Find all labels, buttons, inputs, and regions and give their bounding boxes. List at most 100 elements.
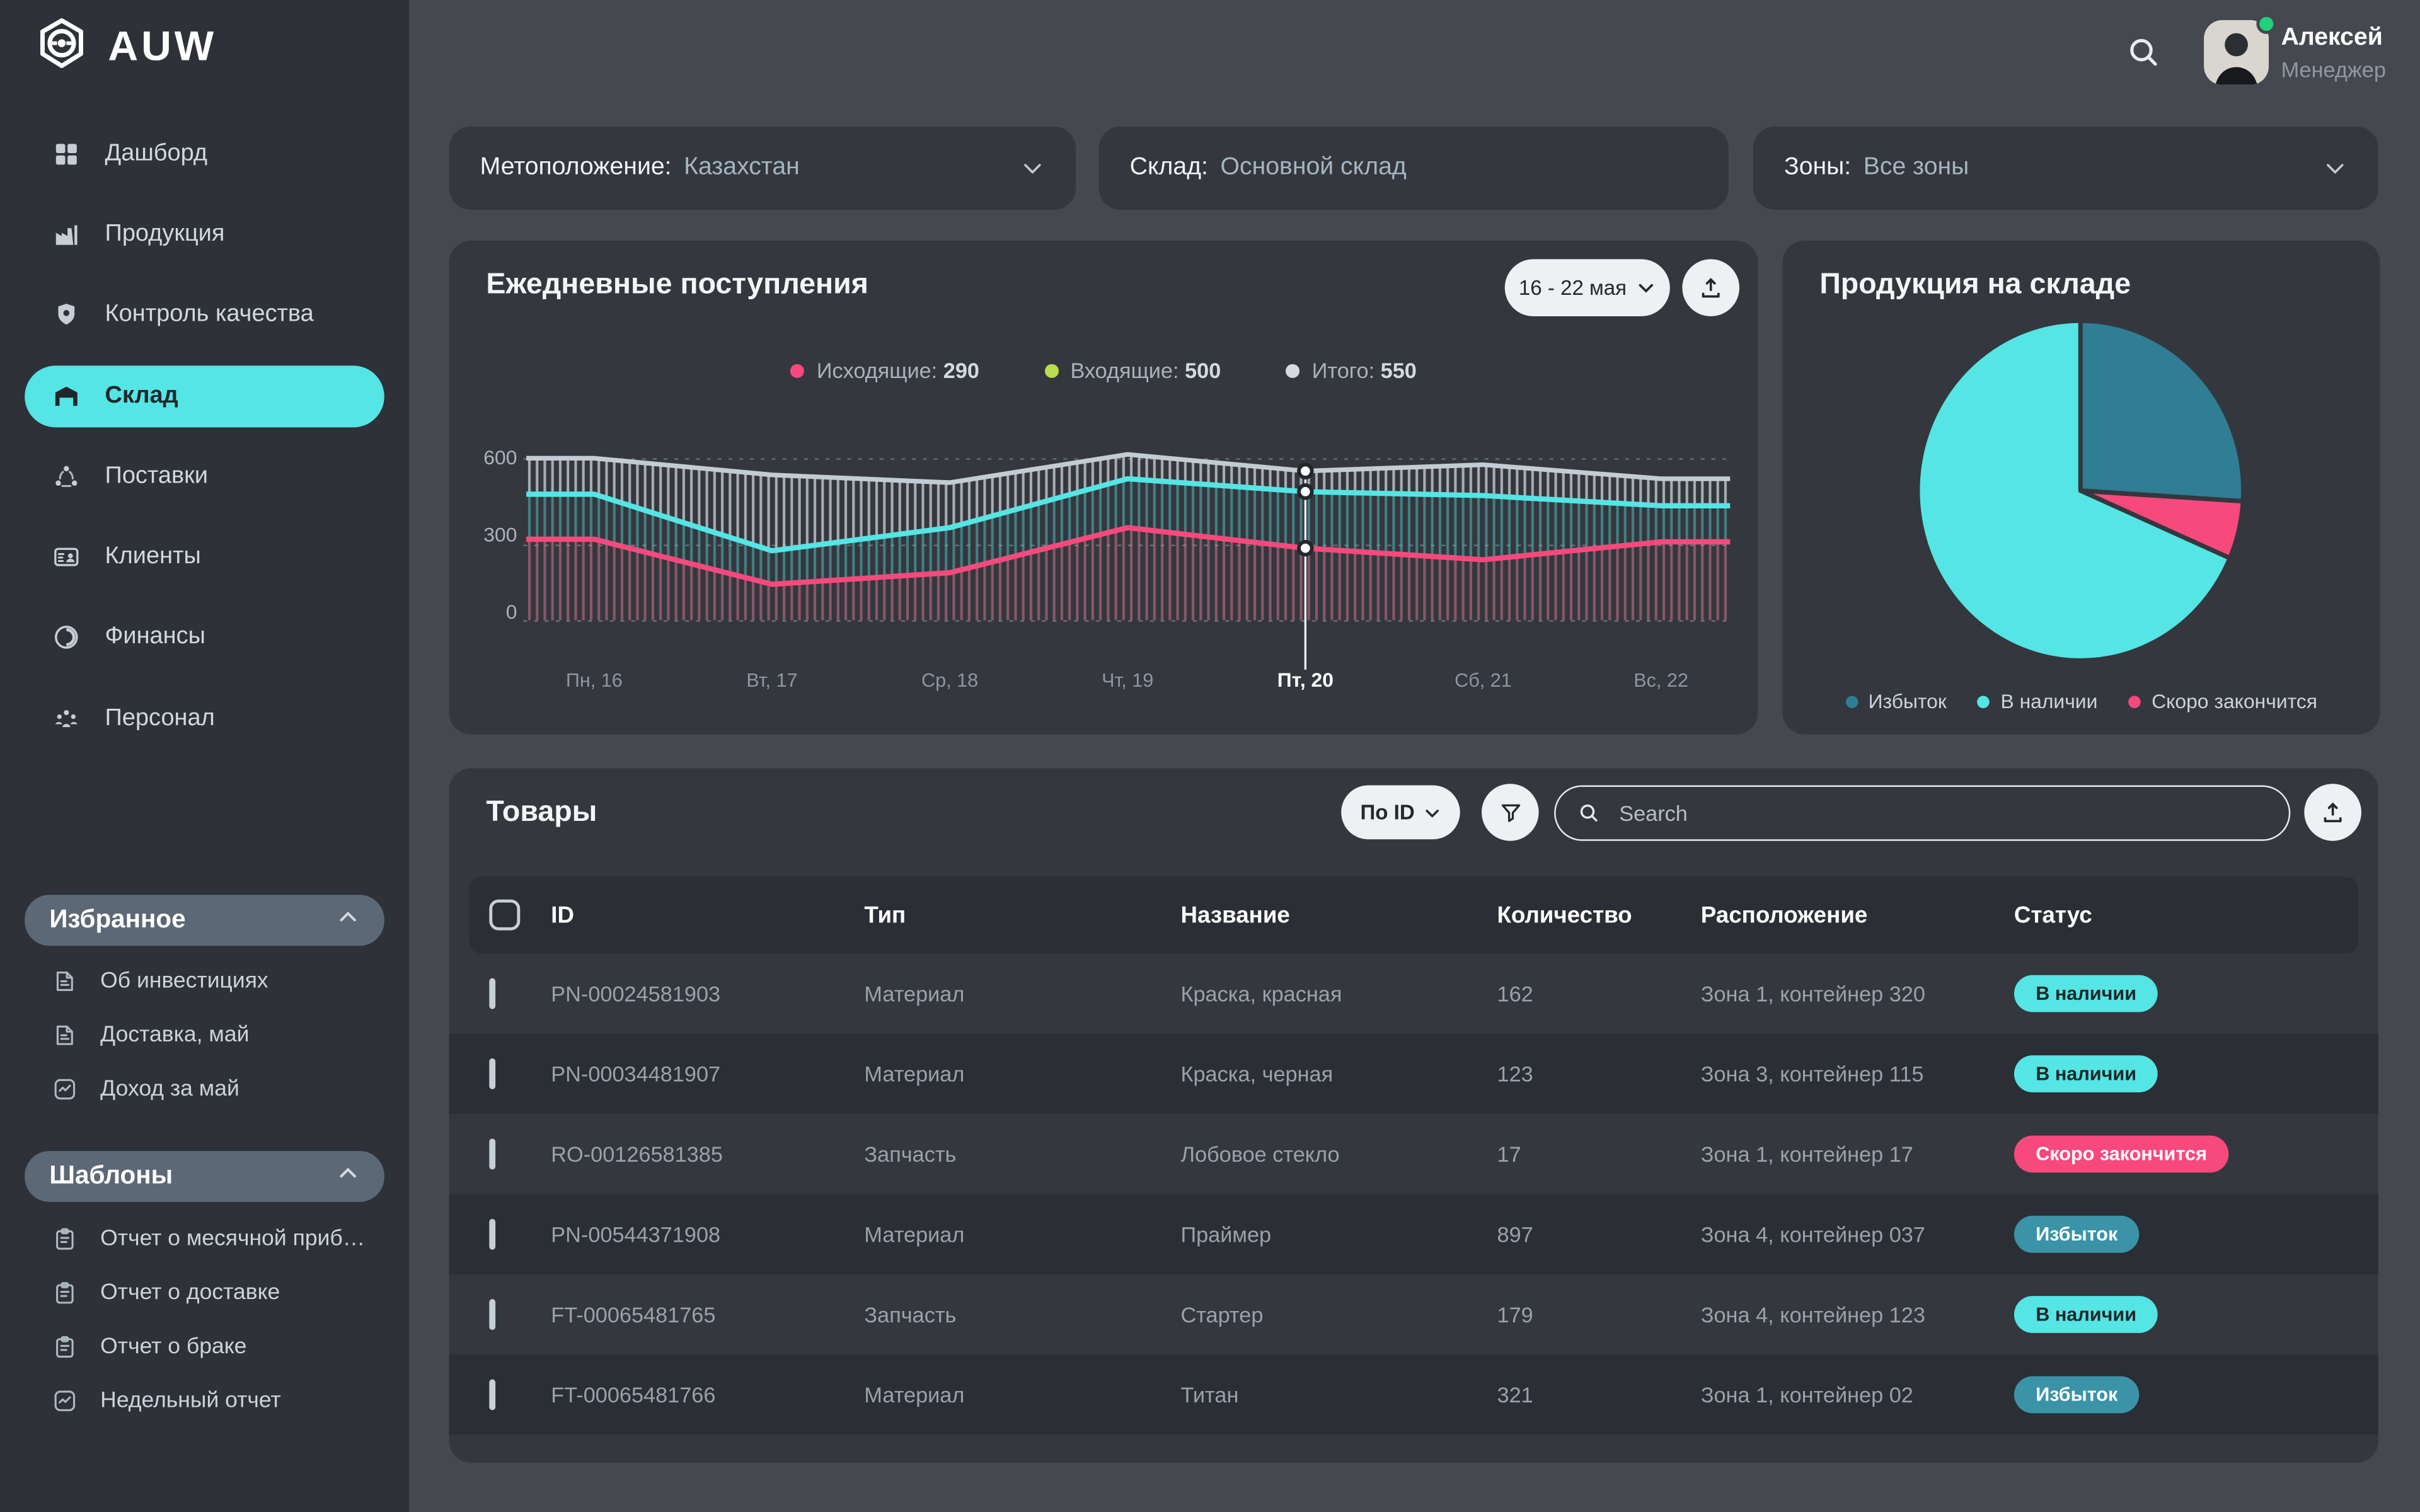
chart-export-button[interactable] <box>1682 259 1740 317</box>
column-header: Количество <box>1497 902 1632 929</box>
cell-type: Запчасть <box>864 1142 957 1167</box>
table-search <box>1554 785 2291 841</box>
table-export-button[interactable] <box>2304 784 2361 841</box>
row-checkbox[interactable] <box>489 1138 496 1170</box>
favorite-item-income-may[interactable]: Доход за май <box>25 1066 395 1112</box>
table-row[interactable]: PN-00034481907 Материал Краска, черная 1… <box>449 1033 2378 1114</box>
svg-text:600: 600 <box>483 446 517 469</box>
cell-location: Зона 1, контейнер 320 <box>1700 981 1925 1006</box>
svg-text:Вт, 17: Вт, 17 <box>746 670 797 691</box>
sidebar-item-finance[interactable]: Финансы <box>25 606 384 668</box>
sidebar-item-label: Клиенты <box>105 543 201 570</box>
search-icon <box>1580 805 1598 822</box>
sidebar-item-staff[interactable]: Персонал <box>25 688 384 750</box>
svg-text:300: 300 <box>483 524 517 546</box>
cell-name: Краска, красная <box>1180 981 1342 1006</box>
row-checkbox[interactable] <box>489 1299 496 1331</box>
row-checkbox[interactable] <box>489 1218 496 1250</box>
sidebar-item-dashboard[interactable]: Дашборд <box>25 123 384 185</box>
template-item-label: Отчет о браке <box>100 1334 247 1360</box>
sort-by-id-select[interactable]: По ID <box>1341 785 1460 840</box>
select-all-checkbox[interactable] <box>489 899 521 931</box>
legend-dot <box>790 363 805 377</box>
favorites-section-header[interactable]: Избранное <box>25 895 384 946</box>
cell-location: Зона 3, контейнер 115 <box>1700 1061 1924 1087</box>
date-range-select[interactable]: 16 - 22 мая <box>1504 259 1670 317</box>
sidebar-item-quality[interactable]: Контроль качества <box>25 284 384 346</box>
template-item-label: Недельный отчет <box>100 1389 281 1414</box>
sidebar-item-label: Контроль качества <box>105 301 314 328</box>
search-input[interactable] <box>1616 799 2267 827</box>
column-header: Расположение <box>1700 902 1868 929</box>
status-badge: В наличии <box>2014 975 2158 1012</box>
stock-pie-chart[interactable] <box>1906 309 2254 680</box>
table-row[interactable]: FT-00065481765 Запчасть Стартер 179 Зона… <box>449 1274 2378 1354</box>
warehouse-icon <box>51 382 81 410</box>
stock-products-card: Продукция на складе Избыток В наличии Ск… <box>1782 241 2380 735</box>
filter-location[interactable]: Метоположение: Казахстан <box>449 126 1076 210</box>
daily-receipts-chart[interactable]: 600 300 0 Пн, 16 Вт, 17 Ср, 18 Чт, 19 Пт, 20 Сб,… <box>449 241 1758 735</box>
template-item-weekly-report[interactable]: Недельный отчет <box>25 1378 395 1424</box>
cell-qty: 123 <box>1497 1061 1533 1087</box>
sidebar-item-production[interactable]: Продукция <box>25 203 384 265</box>
svg-text:Чт, 19: Чт, 19 <box>1102 670 1153 691</box>
template-item-monthly-profit[interactable]: Отчет о месячной прибы… <box>25 1216 395 1262</box>
funnel-icon <box>1501 803 1520 822</box>
template-item-defect-report[interactable]: Отчет о браке <box>25 1324 395 1370</box>
table-row[interactable]: PN-00024581903 Материал Краска, красная … <box>449 953 2378 1033</box>
avatar[interactable] <box>2204 20 2269 85</box>
templates-section-header[interactable]: Шаблоны <box>25 1150 384 1202</box>
cell-location: Зона 4, контейнер 123 <box>1700 1302 1925 1327</box>
row-checkbox[interactable] <box>489 1379 496 1411</box>
svg-text:Сб, 21: Сб, 21 <box>1455 670 1512 691</box>
clipboard-icon <box>51 1334 78 1359</box>
favorite-item-label: Об инвестициях <box>100 968 268 994</box>
favorite-item-label: Доход за май <box>100 1077 239 1102</box>
table-row[interactable]: FT-00065481766 Материал Титан 321 Зона 1… <box>449 1354 2378 1435</box>
cell-location: Зона 1, контейнер 02 <box>1700 1382 1913 1407</box>
column-header: Название <box>1180 902 1290 929</box>
cell-qty: 897 <box>1497 1222 1533 1247</box>
column-header: Тип <box>864 902 906 929</box>
filter-zones[interactable]: Зоны: Все зоны <box>1753 126 2378 210</box>
favorite-item-delivery-may[interactable]: Доставка, май <box>25 1012 395 1058</box>
filter-label: Метоположение: <box>480 154 672 181</box>
template-item-delivery-report[interactable]: Отчет о доставке <box>25 1270 395 1316</box>
table-row[interactable]: PN-00544371908 Материал Праймер 897 Зона… <box>449 1194 2378 1274</box>
table-row[interactable]: RO-00126581385 Запчасть Лобовое стекло 1… <box>449 1114 2378 1194</box>
chevron-down-icon <box>1020 156 1045 180</box>
status-badge: В наличии <box>2014 1296 2158 1333</box>
row-checkbox[interactable] <box>489 1058 496 1089</box>
table-body: PN-00024581903 Материал Краска, красная … <box>449 953 2378 1435</box>
brand-logo[interactable]: AUW <box>34 15 217 78</box>
table-filter-button[interactable] <box>1482 784 1539 841</box>
chart-legend: Исходящие: 290 Входящие: 500 Итого: 550 <box>449 358 1758 382</box>
chart-line-icon <box>51 1389 78 1413</box>
cell-qty: 17 <box>1497 1142 1521 1167</box>
filter-label: Склад: <box>1129 154 1208 181</box>
pie-legend: Избыток В наличии Скоро закончится <box>1783 690 2380 713</box>
search-icon[interactable] <box>2125 34 2162 79</box>
row-checkbox[interactable] <box>489 978 496 1009</box>
cell-location: Зона 4, контейнер 037 <box>1700 1222 1925 1247</box>
sidebar-item-warehouse[interactable]: Склад <box>25 365 384 428</box>
clipboard-icon <box>51 1227 78 1251</box>
favorite-item-investments[interactable]: Об инвестициях <box>25 958 395 1004</box>
legend-item: Исходящие: 290 <box>790 358 979 382</box>
id-card-icon <box>51 543 81 571</box>
legend-item: Входящие: 500 <box>1044 358 1221 382</box>
filter-warehouse[interactable]: Склад: Основной склад <box>1098 126 1729 210</box>
chevron-up-icon <box>337 1161 360 1192</box>
cell-name: Краска, черная <box>1180 1061 1334 1087</box>
sidebar-item-label: Поставки <box>105 462 208 490</box>
cell-id: FT-00065481765 <box>551 1302 716 1327</box>
sidebar-item-clients[interactable]: Клиенты <box>25 526 384 588</box>
cell-type: Материал <box>864 1222 965 1247</box>
sidebar-item-supplies[interactable]: Поставки <box>25 446 384 508</box>
sidebar-item-label: Финансы <box>105 623 205 650</box>
table-title: Товары <box>486 796 597 829</box>
main-content: Алексей Менеджер Метоположение: Казахста… <box>409 0 2420 1512</box>
cell-qty: 162 <box>1497 981 1533 1006</box>
upload-icon <box>1702 278 1720 298</box>
